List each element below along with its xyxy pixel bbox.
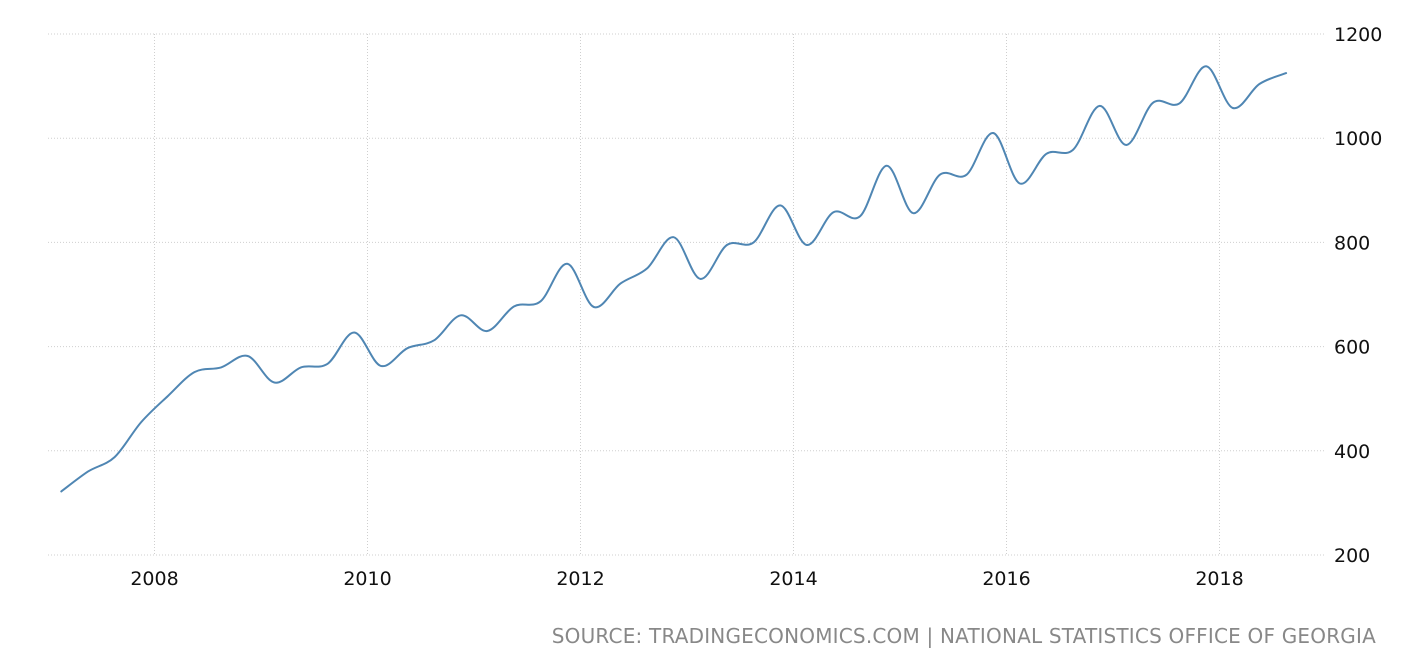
y-tick-label: 600 xyxy=(1334,337,1370,359)
y-tick-label: 1000 xyxy=(1334,128,1382,150)
grid-lines xyxy=(48,33,1326,556)
x-tick-label: 2014 xyxy=(769,568,817,590)
x-tick-label: 2008 xyxy=(130,568,178,590)
x-tick-label: 2010 xyxy=(343,568,391,590)
x-tick-label: 2012 xyxy=(556,568,604,590)
y-tick-label: 200 xyxy=(1334,545,1370,567)
x-tick-label: 2016 xyxy=(982,568,1030,590)
series-line xyxy=(60,65,1288,493)
series-group xyxy=(60,65,1288,493)
y-tick-label: 1200 xyxy=(1334,24,1382,46)
x-axis-tick-labels: 2008 2010 2012 2014 2016 2018 xyxy=(130,568,1243,590)
y-tick-label: 400 xyxy=(1334,441,1370,463)
y-axis-tick-labels: 200 400 600 800 1000 1200 xyxy=(1334,24,1382,567)
source-attribution: SOURCE: TRADINGECONOMICS.COM | NATIONAL … xyxy=(551,624,1376,648)
y-tick-label: 800 xyxy=(1334,232,1370,254)
x-tick-label: 2018 xyxy=(1195,568,1243,590)
